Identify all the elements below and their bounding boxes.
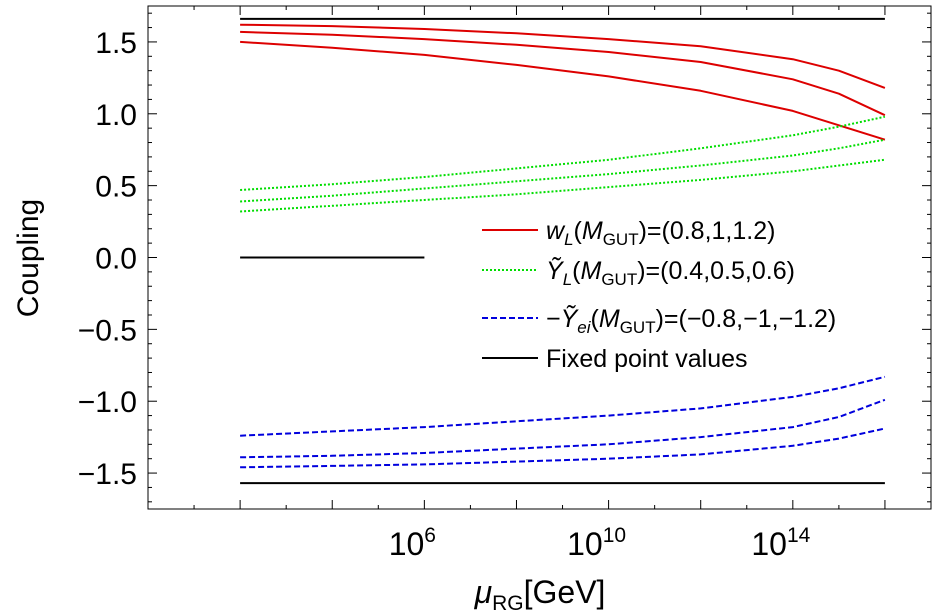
- legend-prefix: −: [546, 305, 561, 333]
- series-line-Yei-7: [240, 398, 886, 459]
- legend-m: M: [582, 217, 603, 245]
- legend-symbol-sub: L: [563, 270, 572, 289]
- x-axis-label-main: μ: [474, 574, 493, 610]
- legend-mid-sub: GUT: [603, 230, 639, 249]
- series-line-wL-0: [240, 40, 886, 141]
- legend-label-3: Fixed point values: [546, 345, 748, 373]
- y-tick-label: 1.0: [95, 99, 137, 132]
- y-tick-label: −0.5: [78, 314, 137, 347]
- legend-post: )=(−0.8,−1,−1.2): [656, 305, 837, 333]
- legend-m: M: [599, 305, 620, 333]
- series-layer: [240, 17, 886, 485]
- y-tick-label: −1.5: [78, 458, 137, 491]
- series-line-YL-3: [240, 158, 886, 213]
- legend-paren: (: [572, 257, 581, 285]
- y-tick-label: 0.0: [95, 243, 137, 276]
- series-line-YL-4: [240, 138, 886, 203]
- legend-mid-sub: GUT: [601, 270, 637, 289]
- series-line-wL-1: [240, 30, 886, 117]
- legend-paren: (: [591, 305, 600, 333]
- legend-symbol-sub: ei: [577, 318, 591, 337]
- tick-marks: [147, 6, 932, 509]
- x-axis-label: μRG[GeV]: [474, 574, 606, 613]
- legend-post: Fixed point values: [546, 345, 748, 373]
- legend-symbol: w: [546, 217, 566, 245]
- y-tick-label: −1.0: [78, 386, 137, 419]
- x-tick-exponent: 14: [787, 524, 811, 547]
- x-tick-label: 106: [389, 524, 436, 562]
- legend-post: )=(0.8,1,1.2): [639, 217, 776, 245]
- x-tick-labels: 106 1010 1014: [389, 524, 811, 562]
- series-line-Yei-8: [240, 427, 886, 469]
- legend-label-1: ỸL(MGUT)=(0.4,0.5,0.6): [546, 256, 795, 289]
- legend: wL(MGUT)=(0.8,1,1.2)ỸL(MGUT)=(0.4,0.5,0.…: [482, 217, 836, 373]
- legend-paren: (: [574, 217, 583, 245]
- x-tick-exponent: 6: [424, 524, 436, 547]
- legend-symbol: Ỹ: [546, 256, 565, 285]
- x-axis-label-sub: RG: [492, 592, 524, 613]
- x-tick-exponent: 10: [603, 524, 626, 547]
- series-line-wL-2: [240, 23, 886, 89]
- legend-symbol: Ỹ: [561, 304, 580, 333]
- legend-mid-sub: GUT: [620, 318, 656, 337]
- legend-m: M: [580, 257, 601, 285]
- y-tick-label: 0.5: [95, 171, 137, 204]
- legend-symbol-sub: L: [564, 230, 573, 249]
- x-tick-label: 1010: [567, 524, 626, 562]
- y-tick-labels: 1.5 1.0 0.5 0.0 −0.5 −1.0 −1.5: [78, 27, 137, 491]
- x-tick-base: 10: [567, 526, 603, 562]
- x-tick-base: 10: [389, 526, 425, 562]
- legend-label-2: −Ỹei(MGUT)=(−0.8,−1,−1.2): [546, 304, 836, 337]
- x-tick-base: 10: [751, 526, 787, 562]
- legend-label-0: wL(MGUT)=(0.8,1,1.2): [546, 217, 775, 249]
- series-line-Yei-6: [240, 375, 886, 437]
- legend-post: )=(0.4,0.5,0.6): [637, 257, 795, 285]
- series-line-YL-5: [240, 115, 886, 191]
- y-axis-label: Coupling: [12, 199, 45, 317]
- x-axis-label-unit: [GeV]: [524, 574, 606, 610]
- y-tick-label: 1.5: [95, 27, 137, 60]
- x-tick-label: 1014: [751, 524, 810, 562]
